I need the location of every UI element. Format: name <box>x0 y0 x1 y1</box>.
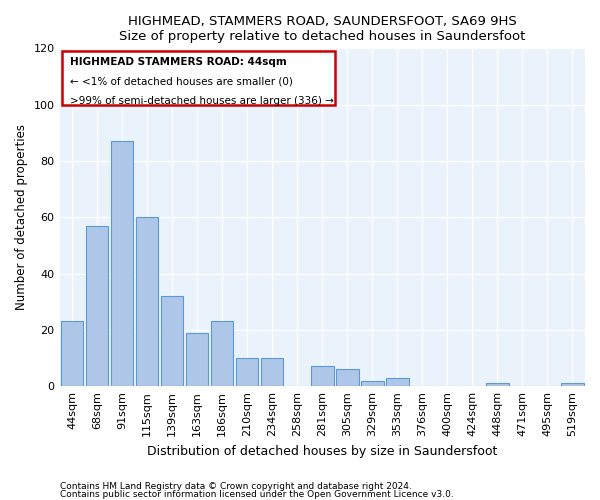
Bar <box>561 384 584 386</box>
Bar <box>62 51 335 104</box>
X-axis label: Distribution of detached houses by size in Saundersfoot: Distribution of detached houses by size … <box>147 444 497 458</box>
Bar <box>161 296 184 386</box>
Bar <box>136 218 158 386</box>
Bar <box>211 322 233 386</box>
Bar <box>311 366 334 386</box>
Bar <box>336 370 359 386</box>
Bar <box>61 322 83 386</box>
Bar <box>111 141 133 386</box>
Text: HIGHMEAD STAMMERS ROAD: 44sqm: HIGHMEAD STAMMERS ROAD: 44sqm <box>70 57 286 67</box>
Bar <box>236 358 259 386</box>
Text: Contains HM Land Registry data © Crown copyright and database right 2024.: Contains HM Land Registry data © Crown c… <box>60 482 412 491</box>
Bar <box>261 358 283 386</box>
Text: >99% of semi-detached houses are larger (336) →: >99% of semi-detached houses are larger … <box>70 96 334 106</box>
Bar <box>486 384 509 386</box>
Text: Contains public sector information licensed under the Open Government Licence v3: Contains public sector information licen… <box>60 490 454 499</box>
Bar <box>86 226 109 386</box>
Text: ← <1% of detached houses are smaller (0): ← <1% of detached houses are smaller (0) <box>70 76 292 86</box>
Bar <box>361 380 383 386</box>
Y-axis label: Number of detached properties: Number of detached properties <box>15 124 28 310</box>
Bar <box>386 378 409 386</box>
Title: HIGHMEAD, STAMMERS ROAD, SAUNDERSFOOT, SA69 9HS
Size of property relative to det: HIGHMEAD, STAMMERS ROAD, SAUNDERSFOOT, S… <box>119 15 526 43</box>
Bar <box>186 332 208 386</box>
